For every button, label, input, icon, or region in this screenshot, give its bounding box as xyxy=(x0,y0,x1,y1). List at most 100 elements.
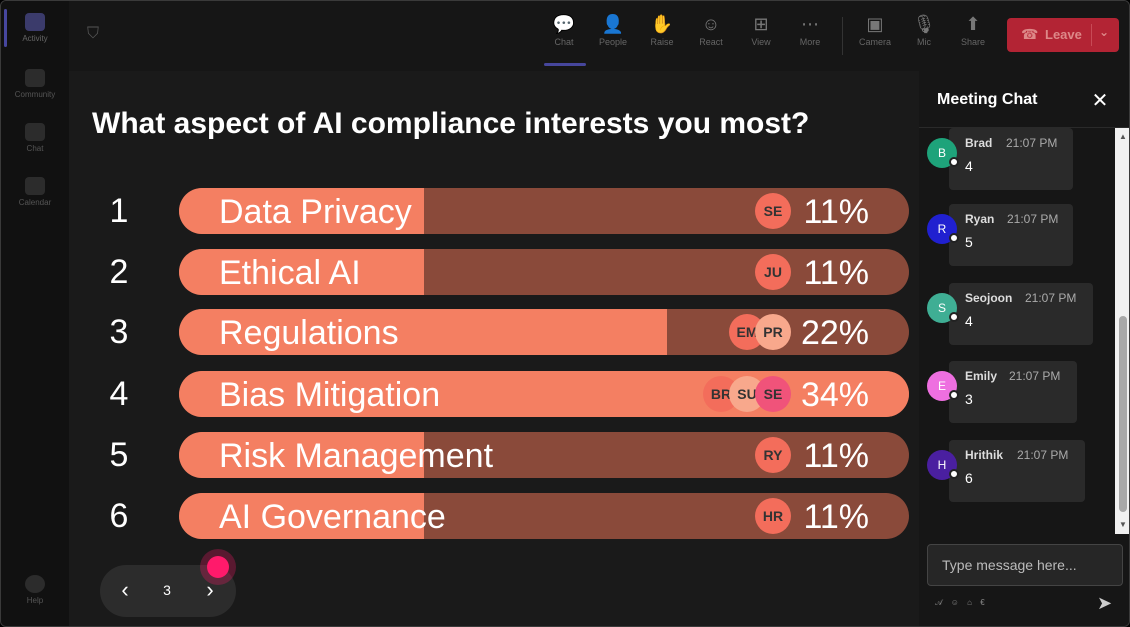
presence-dot xyxy=(949,390,959,400)
presence-dot xyxy=(949,312,959,322)
voter-avatar: RY xyxy=(755,437,791,473)
share-icon: ⬆ xyxy=(965,14,981,34)
rail-item-activity[interactable]: Activity xyxy=(1,13,69,43)
more-icon: ⋯ xyxy=(801,14,819,34)
poll-stage: What aspect of AI compliance interests y… xyxy=(69,71,917,626)
option-label: Ethical AI xyxy=(219,254,361,292)
option-label: Regulations xyxy=(219,314,399,352)
close-icon[interactable]: ✕ xyxy=(1091,90,1109,112)
message-text: 5 xyxy=(965,234,973,250)
leave-divider xyxy=(1091,24,1092,46)
active-tab-indicator xyxy=(544,63,586,66)
rail-item-chat[interactable]: Chat xyxy=(1,123,69,153)
send-icon[interactable]: ➤ xyxy=(1097,593,1113,613)
community-icon xyxy=(25,69,45,87)
voter-avatars: JU xyxy=(755,254,791,290)
option-bar: Ethical AI 11% JU xyxy=(179,249,909,295)
option-number: 5 xyxy=(109,436,129,474)
voter-avatar: JU xyxy=(755,254,791,290)
rail-item-community[interactable]: Community xyxy=(1,69,69,99)
toolbar-divider xyxy=(842,17,843,55)
presence-dot xyxy=(949,469,959,479)
meeting-chat-panel: Meeting Chat ✕ B Brad 21:07 PM 4 R Ryan 21:07 … xyxy=(919,71,1129,626)
chat-title: Meeting Chat xyxy=(937,91,1038,108)
voter-avatars: SE xyxy=(755,193,791,229)
option-number: 6 xyxy=(109,497,129,535)
toolbar-label: Share xyxy=(960,37,986,47)
option-bar-fill xyxy=(179,432,425,478)
toolbar-more-button[interactable]: ⋯ More xyxy=(788,11,832,47)
toolbar-label: Chat xyxy=(554,37,574,47)
poll-option-row[interactable]: 2 Ethical AI 11% JU xyxy=(69,249,917,295)
chevron-left-icon[interactable]: ‹ xyxy=(121,577,129,602)
format-icons[interactable]: 𝒜 ☺ ⌂ € xyxy=(935,598,988,607)
option-bar-fill xyxy=(179,249,425,295)
presence-dot xyxy=(949,233,959,243)
option-percent: 11% xyxy=(803,498,869,536)
calendar-icon xyxy=(25,177,45,195)
scrollbar-thumb[interactable] xyxy=(1119,316,1127,512)
poll-option-row[interactable]: 5 Risk Management 11% RY xyxy=(69,432,917,478)
sender-name: Hrithik xyxy=(965,448,1004,462)
option-bar: Bias Mitigation 34% BR SU SE xyxy=(179,371,909,417)
bell-icon xyxy=(25,13,45,31)
rail-item-label: Chat xyxy=(26,144,44,153)
rail-item-calendar[interactable]: Calendar xyxy=(1,177,69,207)
people-icon: 👤 xyxy=(601,14,625,34)
rail-active-indicator xyxy=(4,9,7,47)
sender-name: Seojoon xyxy=(965,291,1013,305)
toolbar-react-button[interactable]: ☺ React xyxy=(689,11,733,47)
chevron-right-icon[interactable]: › xyxy=(206,577,214,602)
app-rail: Activity Community Chat Calendar Help xyxy=(1,1,69,626)
toolbar-view-button[interactable]: ⊞ View xyxy=(739,11,783,47)
option-bar: AI Governance 11% HR xyxy=(179,493,909,539)
chat-message: S Seojoon 21:07 PM 4 xyxy=(927,283,1093,345)
shield-icon: ⛉ xyxy=(87,25,100,42)
rail-item-label: Activity xyxy=(22,34,48,43)
chat-message: H Hrithik 21:07 PM 6 xyxy=(927,440,1085,502)
toolbar-share-button[interactable]: ⬆ Share xyxy=(951,11,995,47)
chevron-down-icon[interactable]: ⌄ xyxy=(1099,25,1110,39)
option-bar-fill xyxy=(179,493,425,539)
message-text: 6 xyxy=(965,470,973,486)
voter-avatar: HR xyxy=(755,498,791,534)
option-percent: 34% xyxy=(800,376,869,414)
rail-item-help[interactable]: Help xyxy=(1,575,69,605)
chat-scrollbar[interactable]: ▲ ▼ xyxy=(1115,128,1129,534)
leave-label: Leave xyxy=(1045,27,1082,42)
toolbar-label: Raise xyxy=(650,37,674,47)
chat-icon: 💬 xyxy=(552,14,576,34)
option-number: 2 xyxy=(109,253,129,291)
option-bar-fill xyxy=(179,188,425,234)
scroll-down-icon[interactable]: ▼ xyxy=(1119,520,1127,529)
toolbar-label: Camera xyxy=(858,37,891,47)
meeting-toolbar: ⛉ 💬 Chat 👤 People ✋ Raise ☺ React ⊞ View… xyxy=(69,1,1129,71)
toolbar-people-button[interactable]: 👤 People xyxy=(591,11,635,47)
toolbar-mic-button[interactable]: 🎙 Mic xyxy=(902,11,946,47)
leave-button[interactable]: ☎ Leave ⌄ xyxy=(1007,18,1119,52)
option-bar: Data Privacy 11% SE xyxy=(179,188,909,234)
avatar: H xyxy=(927,450,957,480)
poll-option-row[interactable]: 6 AI Governance 11% HR xyxy=(69,493,917,539)
sender-name: Emily xyxy=(965,369,998,383)
poll-option-row[interactable]: 1 Data Privacy 11% SE xyxy=(69,188,917,234)
option-number: 1 xyxy=(109,192,129,230)
poll-option-row[interactable]: 4 Bias Mitigation 34% BR SU SE xyxy=(69,371,917,417)
option-number: 4 xyxy=(109,375,129,413)
toolbar-chat-button[interactable]: 💬 Chat xyxy=(542,11,586,47)
help-icon xyxy=(25,575,45,593)
toolbar-camera-button[interactable]: ▣ Camera xyxy=(853,11,897,47)
option-label: Bias Mitigation xyxy=(219,376,441,414)
toolbar-raise-button[interactable]: ✋ Raise xyxy=(640,11,684,47)
message-text: 4 xyxy=(965,313,973,329)
grid-icon: ⊞ xyxy=(753,14,769,34)
poll-option-row[interactable]: 3 Regulations 22% EM PR xyxy=(69,309,917,355)
chat-message-list[interactable]: B Brad 21:07 PM 4 R Ryan 21:07 PM 5 S Seojoon 21:0… xyxy=(919,128,1115,534)
voter-avatar: PR xyxy=(755,314,791,350)
message-time: 21:07 PM xyxy=(1009,369,1061,383)
voter-avatars: HR xyxy=(755,498,791,534)
chat-message-input[interactable] xyxy=(927,544,1123,586)
mic-icon: 🎙 xyxy=(912,14,936,34)
scroll-up-icon[interactable]: ▲ xyxy=(1119,132,1127,141)
